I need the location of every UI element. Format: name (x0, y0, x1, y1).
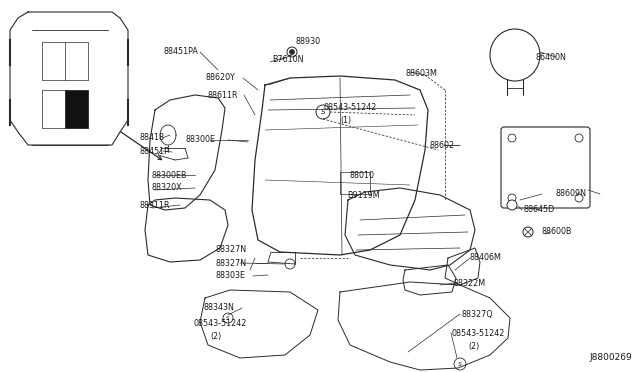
Circle shape (454, 358, 466, 370)
Text: 88611R: 88611R (207, 90, 237, 99)
Text: 88603M: 88603M (406, 68, 438, 77)
Text: 88343N: 88343N (203, 304, 234, 312)
Text: 88303E: 88303E (215, 272, 245, 280)
Circle shape (523, 227, 533, 237)
Text: 88451P: 88451P (140, 147, 170, 155)
Circle shape (285, 259, 295, 269)
Text: 08543-51242: 08543-51242 (323, 103, 376, 112)
Text: 88645D: 88645D (524, 205, 556, 215)
Circle shape (508, 134, 516, 142)
Circle shape (287, 47, 297, 57)
Circle shape (508, 194, 516, 202)
Text: 88930: 88930 (295, 38, 320, 46)
Text: 88418: 88418 (140, 134, 165, 142)
Text: S: S (227, 315, 230, 321)
Text: (2): (2) (468, 341, 479, 350)
Text: 88300EB: 88300EB (152, 170, 188, 180)
Text: 88010: 88010 (349, 170, 374, 180)
Text: 88600B: 88600B (541, 228, 572, 237)
Text: (1): (1) (340, 115, 351, 125)
Text: 88322M: 88322M (454, 279, 486, 288)
Text: J8800269: J8800269 (589, 353, 632, 362)
Bar (65, 90, 88, 128)
Text: 88327N: 88327N (215, 246, 246, 254)
Text: 08543-51242: 08543-51242 (193, 318, 246, 327)
Text: 88327Q: 88327Q (462, 310, 493, 318)
Circle shape (223, 313, 233, 323)
Text: S: S (321, 109, 325, 115)
Bar (340, 172, 370, 194)
Text: 88406M: 88406M (470, 253, 502, 263)
Text: B7610N: B7610N (272, 55, 303, 64)
Text: (2): (2) (210, 331, 221, 340)
Text: 88320X: 88320X (152, 183, 182, 192)
Ellipse shape (490, 29, 540, 81)
Text: 88602: 88602 (430, 141, 455, 150)
FancyBboxPatch shape (501, 127, 590, 208)
Text: 88327N: 88327N (215, 259, 246, 267)
Circle shape (316, 105, 330, 119)
Text: 08543-51242: 08543-51242 (451, 328, 504, 337)
Text: 88451PA: 88451PA (163, 48, 198, 57)
Circle shape (575, 134, 583, 142)
Text: B9119M: B9119M (347, 192, 380, 201)
Text: 88609N: 88609N (555, 189, 586, 199)
Text: 86400N: 86400N (536, 52, 567, 61)
Text: 88311R: 88311R (140, 201, 170, 209)
Circle shape (507, 200, 517, 210)
Text: 88300E: 88300E (186, 135, 216, 144)
Circle shape (289, 49, 294, 55)
Text: S: S (458, 362, 462, 366)
Text: 88620Y: 88620Y (205, 74, 235, 83)
Circle shape (575, 194, 583, 202)
